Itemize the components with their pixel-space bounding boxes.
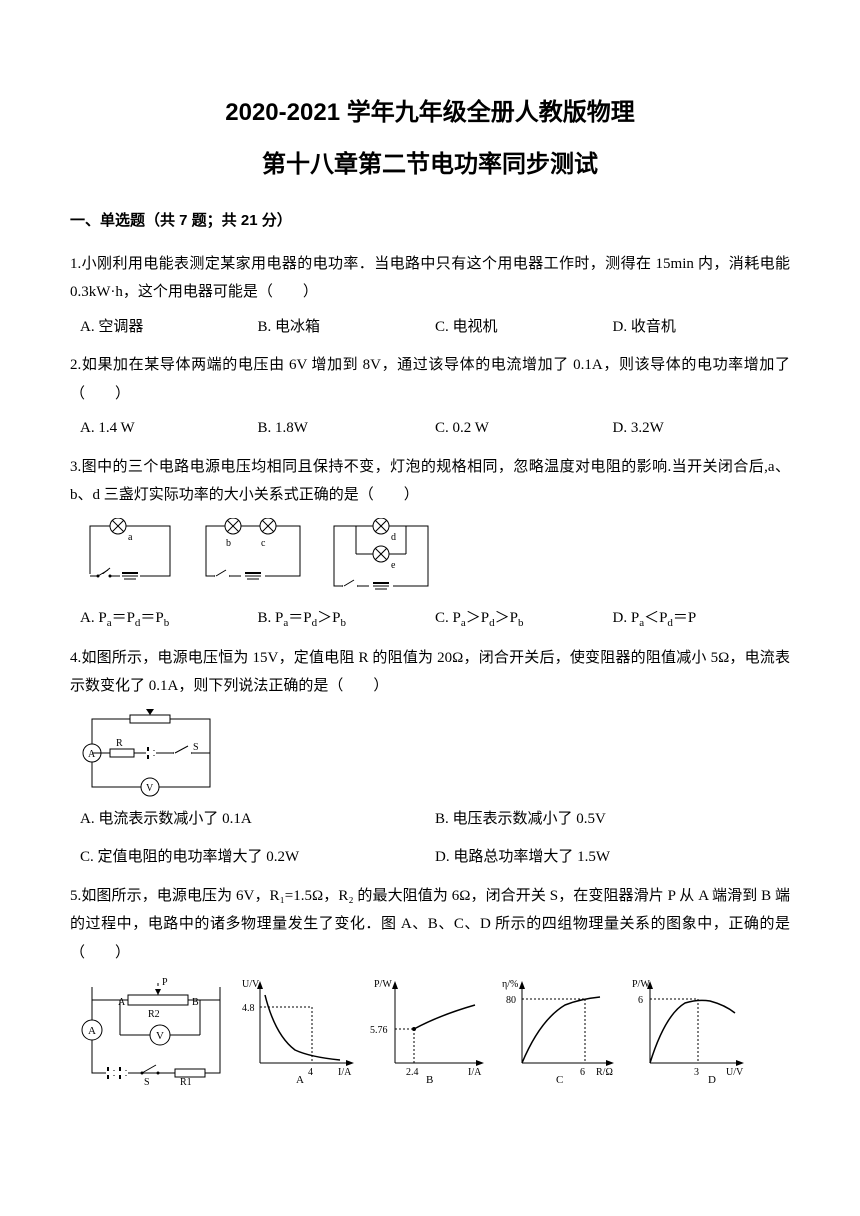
q3-option-d: D. Pa＜Pd＝P — [613, 604, 791, 634]
q2-options: A. 1.4 W B. 1.8W C. 0.2 W D. 3.2W — [70, 414, 790, 443]
question-1: 1.小刚利用电能表测定某家用电器的电功率．当电路中只有这个用电器工作时，测得在 … — [70, 250, 790, 307]
svg-text:6: 6 — [638, 995, 643, 1006]
q5-chart-c: η/% R/Ω 80 6 C — [500, 975, 620, 1085]
q4-circuit: P A R S V — [80, 709, 220, 799]
question-4: 4.如图所示，电源电压恒为 15V，定值电阻 R 的阻值为 20Ω，闭合开关后，… — [70, 644, 790, 701]
svg-text:C: C — [556, 1074, 563, 1085]
svg-text:5.76: 5.76 — [370, 1025, 388, 1036]
svg-text:A: A — [88, 749, 96, 760]
svg-text:A: A — [296, 1074, 304, 1085]
q5-circuit: P A B R2 A V S R1 — [80, 975, 230, 1085]
svg-text:A: A — [118, 997, 126, 1008]
q4-option-d: D. 电路总功率增大了 1.5W — [435, 843, 790, 872]
q2-option-c: C. 0.2 W — [435, 414, 613, 443]
svg-text:S: S — [193, 742, 199, 753]
svg-text:R: R — [116, 738, 123, 749]
svg-text:c: c — [261, 538, 266, 549]
svg-text:P/W: P/W — [374, 979, 392, 990]
q3-options: A. Pa＝Pd＝Pb B. Pa＝Pd＞Pb C. Pa＞Pd＞Pb D. P… — [70, 604, 790, 634]
svg-text:80: 80 — [506, 995, 516, 1006]
q4-diagram: P A R S V — [70, 709, 790, 799]
svg-text:e: e — [391, 560, 396, 571]
question-5: 5.如图所示，电源电压为 6V，R₁=1.5Ω，R₂ 的最大阻值为 6Ω，闭合开… — [70, 882, 790, 968]
question-3: 3.图中的三个电路电源电压均相同且保持不变，灯泡的规格相同，忽略温度对电阻的影响… — [70, 453, 790, 510]
q1-options: A. 空调器 B. 电冰箱 C. 电视机 D. 收音机 — [70, 313, 790, 342]
q2-option-d: D. 3.2W — [613, 414, 791, 443]
svg-text:U/V: U/V — [242, 979, 260, 990]
svg-text:V: V — [156, 1030, 164, 1042]
section-header: 一、单选题（共 7 题；共 21 分） — [70, 207, 790, 236]
q3-circuit-2: b c — [198, 518, 308, 588]
svg-text:A: A — [88, 1025, 96, 1037]
q1-option-a: A. 空调器 — [80, 313, 258, 342]
svg-text:R/Ω: R/Ω — [596, 1067, 613, 1078]
svg-text:S: S — [144, 1077, 150, 1085]
q3-option-a: A. Pa＝Pd＝Pb — [80, 604, 258, 634]
q5-chart-a: U/V I/A 4.8 4 A — [240, 975, 360, 1085]
svg-text:4: 4 — [308, 1067, 313, 1078]
q3-option-c: C. Pa＞Pd＞Pb — [435, 604, 613, 634]
svg-text:d: d — [391, 532, 396, 543]
svg-text:B: B — [192, 997, 199, 1008]
svg-text:b: b — [226, 538, 231, 549]
q4-options-row2: C. 定值电阻的电功率增大了 0.2W D. 电路总功率增大了 1.5W — [70, 843, 790, 872]
q4-option-c: C. 定值电阻的电功率增大了 0.2W — [80, 843, 435, 872]
svg-text:U/V: U/V — [726, 1067, 744, 1078]
svg-text:D: D — [708, 1074, 716, 1085]
svg-text:2.4: 2.4 — [406, 1067, 419, 1078]
svg-text:V: V — [146, 783, 154, 794]
svg-text:4.8: 4.8 — [242, 1003, 255, 1014]
q4-options-row1: A. 电流表示数减小了 0.1A B. 电压表示数减小了 0.5V — [70, 805, 790, 834]
q4-option-a: A. 电流表示数减小了 0.1A — [80, 805, 435, 834]
svg-text:η/%: η/% — [502, 979, 518, 990]
q3-circuit-1: a — [80, 518, 180, 588]
q2-option-b: B. 1.8W — [258, 414, 436, 443]
question-2: 2.如果加在某导体两端的电压由 6V 增加到 8V，通过该导体的电流增加了 0.… — [70, 351, 790, 408]
q3-diagrams: a b c — [70, 518, 790, 598]
q4-option-b: B. 电压表示数减小了 0.5V — [435, 805, 790, 834]
q1-option-b: B. 电冰箱 — [258, 313, 436, 342]
q3-option-b: B. Pa＝Pd＞Pb — [258, 604, 436, 634]
q2-option-a: A. 1.4 W — [80, 414, 258, 443]
svg-text:R1: R1 — [180, 1077, 192, 1085]
q5-chart-b: P/W I/A 5.76 2.4 B — [370, 975, 490, 1085]
q1-option-c: C. 电视机 — [435, 313, 613, 342]
svg-text:R2: R2 — [148, 1009, 160, 1020]
svg-text:P: P — [140, 709, 146, 711]
q5-diagrams: P A B R2 A V S R1 — [70, 975, 790, 1085]
svg-text:I/A: I/A — [338, 1067, 352, 1078]
svg-text:6: 6 — [580, 1067, 585, 1078]
q3-circuit-3: d e — [326, 518, 436, 598]
title-line-2: 第十八章第二节电功率同步测试 — [70, 142, 790, 188]
svg-text:B: B — [426, 1074, 433, 1085]
svg-text:I/A: I/A — [468, 1067, 482, 1078]
svg-text:3: 3 — [694, 1067, 699, 1078]
q5-chart-d: P/W U/V 6 3 D — [630, 975, 750, 1085]
title-line-1: 2020-2021 学年九年级全册人教版物理 — [70, 90, 790, 136]
q1-option-d: D. 收音机 — [613, 313, 791, 342]
svg-text:P/W: P/W — [632, 979, 650, 990]
svg-text:a: a — [128, 532, 133, 543]
